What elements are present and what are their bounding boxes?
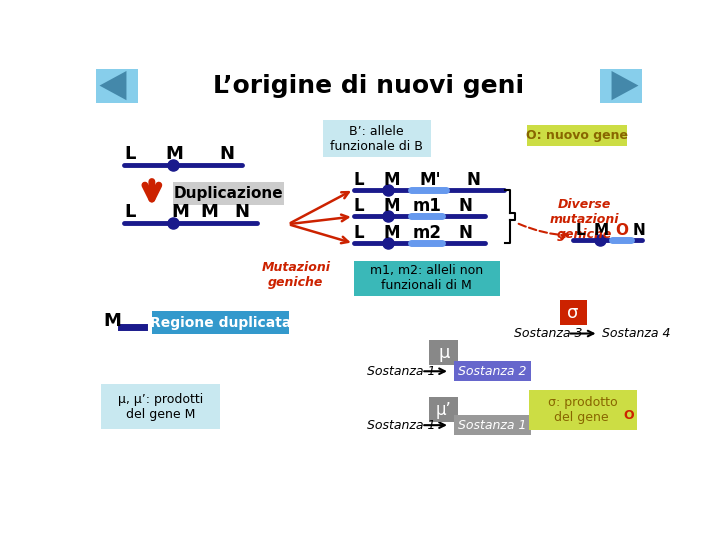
FancyBboxPatch shape [600,69,642,103]
Text: Duplicazione: Duplicazione [174,186,283,201]
Text: Sostanza 1: Sostanza 1 [367,364,436,378]
Text: N: N [466,171,480,188]
Text: μ, μ’: prodotti
del gene M: μ, μ’: prodotti del gene M [117,393,203,421]
Text: M': M' [420,171,441,188]
Text: M: M [384,171,400,188]
Text: M: M [104,312,122,330]
Text: N: N [459,198,472,215]
Text: L: L [354,171,364,188]
Text: σ: prodotto
del gene: σ: prodotto del gene [548,396,618,424]
Text: O: O [624,409,634,422]
Text: M: M [171,203,189,221]
Text: μ: μ [438,344,449,362]
FancyBboxPatch shape [354,261,500,296]
Text: Sostanza 3: Sostanza 3 [514,327,582,340]
Text: M: M [384,198,400,215]
Text: B’: allele
funzionale di B: B’: allele funzionale di B [330,125,423,153]
Text: σ: σ [567,303,579,322]
FancyBboxPatch shape [429,340,459,365]
Text: N: N [235,203,249,221]
Text: M: M [166,145,183,163]
Text: Mutazioni
geniche: Mutazioni geniche [261,261,330,289]
Text: Sostanza 2: Sostanza 2 [458,364,526,378]
Text: O: O [615,223,628,238]
FancyBboxPatch shape [429,397,459,422]
Text: L’origine di nuovi geni: L’origine di nuovi geni [213,75,525,98]
FancyBboxPatch shape [323,120,431,157]
Text: Sostanza 4: Sostanza 4 [603,327,671,340]
FancyBboxPatch shape [173,182,284,205]
Text: O: nuovo gene: O: nuovo gene [526,129,628,142]
Text: L: L [576,223,585,238]
Text: m1: m1 [413,198,441,215]
Text: Regione duplicata: Regione duplicata [150,316,291,330]
Text: Sostanza 1: Sostanza 1 [367,418,436,431]
Text: L: L [125,203,136,221]
FancyBboxPatch shape [454,361,531,381]
FancyBboxPatch shape [152,311,289,334]
FancyBboxPatch shape [529,390,637,430]
Text: m2: m2 [413,225,441,242]
Text: L: L [125,145,136,163]
Text: μ’: μ’ [436,401,451,418]
FancyBboxPatch shape [101,384,220,429]
Text: M: M [201,203,219,221]
Text: Sostanza 1: Sostanza 1 [458,418,526,431]
FancyBboxPatch shape [527,125,627,146]
FancyBboxPatch shape [454,415,531,435]
Text: L: L [354,198,364,215]
Text: m1, m2: alleli non
funzionali di M: m1, m2: alleli non funzionali di M [370,264,483,292]
Polygon shape [99,71,127,100]
Text: L: L [354,225,364,242]
Text: N: N [219,145,234,163]
Text: N: N [459,225,472,242]
Text: M: M [384,225,400,242]
Text: N: N [632,223,645,238]
Polygon shape [611,71,639,100]
FancyBboxPatch shape [96,69,138,103]
Text: Diverse
mutazioni
geniche: Diverse mutazioni geniche [550,198,619,241]
Text: M: M [594,223,609,238]
FancyBboxPatch shape [560,300,587,325]
